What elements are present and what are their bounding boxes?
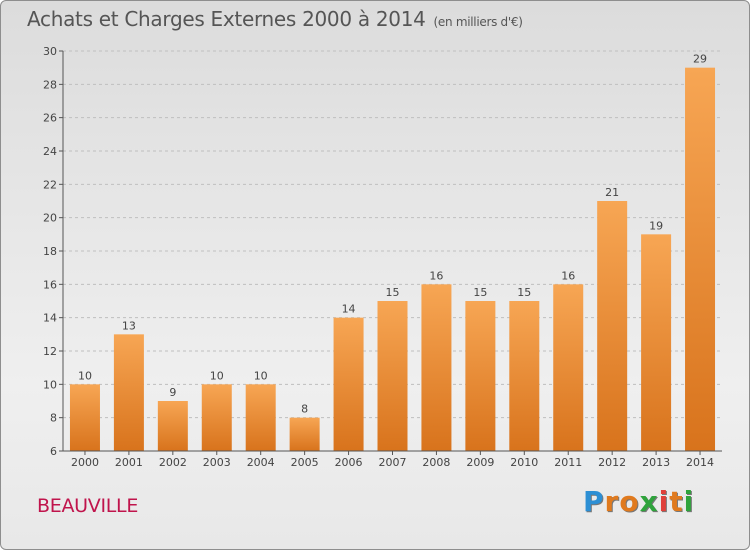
x-tick-label: 2005 [291,456,319,469]
bar [289,417,320,451]
bar-value-label: 15 [473,286,487,299]
bar-value-label: 16 [429,269,443,282]
bar [333,317,364,451]
bar [421,284,452,451]
y-tick-label: 10 [43,378,57,391]
y-tick-label: 12 [43,345,57,358]
y-tick-label: 24 [43,145,57,158]
logo-letter: t [669,485,684,518]
chart-title: Achats et Charges Externes 2000 à 2014 (e… [27,7,523,31]
logo-letter: P [583,485,605,518]
x-tick-label: 2007 [379,456,407,469]
bar [553,284,584,451]
x-tick-label: 2006 [335,456,363,469]
bars [69,67,716,452]
x-tick-label: 2003 [203,456,231,469]
bar-value-label: 15 [386,286,400,299]
logo-letter: i [683,485,695,518]
logo-letter: r [604,485,620,518]
x-tick-label: 2008 [422,456,450,469]
y-tick-label: 26 [43,112,57,125]
y-tick-label: 18 [43,245,57,258]
logo-letter: x [639,485,659,518]
y-tick-label: 16 [43,278,57,291]
chart-subtitle: (en milliers d'€) [433,15,523,29]
x-tick-label: 2010 [510,456,538,469]
bar [641,234,672,451]
bar-value-label: 16 [561,269,575,282]
bar [245,384,276,451]
x-tick-label: 2001 [115,456,143,469]
bar [157,401,188,451]
y-tick-label: 8 [50,412,57,425]
logo-letter: i [658,485,670,518]
bar [509,301,540,451]
bar-value-label: 13 [122,319,136,332]
bar [201,384,232,451]
bar-value-label: 15 [517,286,531,299]
place-name: BEAUVILLE [37,495,139,517]
bar [69,384,100,451]
bar-value-label: 21 [605,186,619,199]
y-tick-label: 20 [43,212,57,225]
labels: 6 8 10 12 14 16 18 20 22 24 26 28 30 10 2000 13 2001 9 200… [43,45,714,469]
x-tick-label: 2009 [466,456,494,469]
y-tick-label: 28 [43,78,57,91]
bar-value-label: 29 [693,53,707,66]
x-tick-label: 2012 [598,456,626,469]
bar-value-label: 10 [78,369,92,382]
x-tick-label: 2002 [159,456,187,469]
x-tick-label: 2011 [554,456,582,469]
bar-value-label: 14 [342,303,356,316]
bar [597,201,628,451]
y-tick-label: 14 [43,312,57,325]
logo-letter: o [619,485,640,518]
axes [59,50,722,455]
bar-value-label: 8 [301,403,308,416]
bar-value-label: 9 [169,386,176,399]
x-tick-label: 2014 [686,456,714,469]
bar [685,67,716,452]
y-tick-label: 6 [50,445,57,458]
y-tick-label: 22 [43,178,57,191]
bar [113,334,144,451]
x-tick-label: 2013 [642,456,670,469]
proxiti-logo: Proxiti [583,485,694,518]
x-tick-label: 2000 [71,456,99,469]
bar-value-label: 10 [254,369,268,382]
y-tick-label: 30 [43,45,57,58]
bar [377,301,408,451]
bar [465,301,496,451]
chart-title-text: Achats et Charges Externes 2000 à 2014 [27,7,426,31]
bar-value-label: 19 [649,219,663,232]
bar-value-label: 10 [210,369,224,382]
x-tick-label: 2004 [247,456,275,469]
